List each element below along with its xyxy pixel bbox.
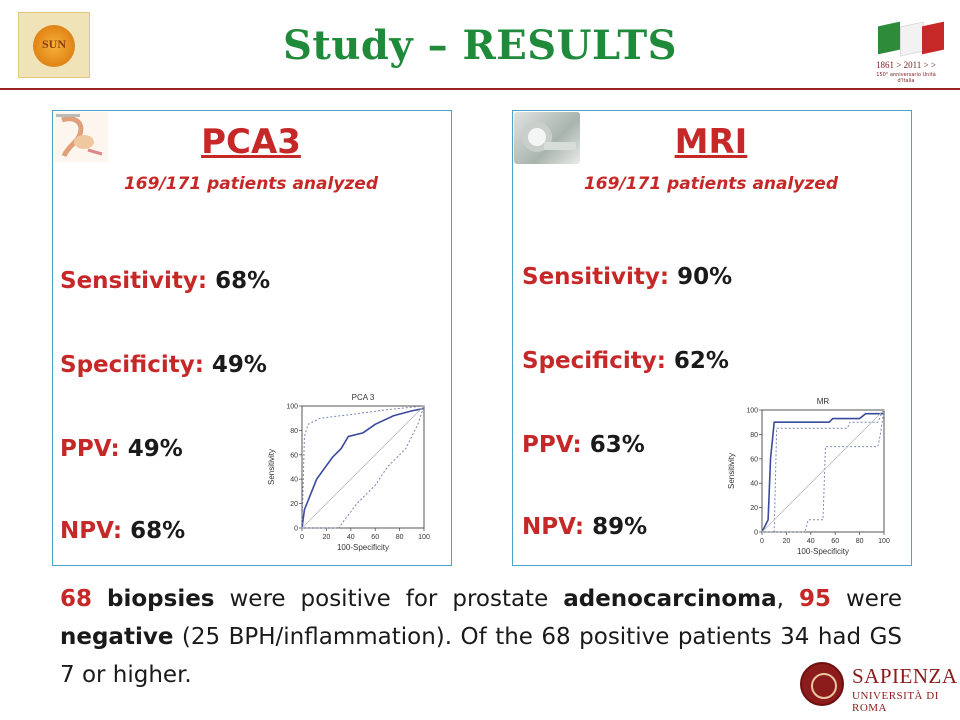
metric-value: 89% bbox=[592, 514, 648, 540]
metric-value: 68% bbox=[130, 518, 186, 544]
metric-label: Sensitivity: bbox=[522, 264, 670, 290]
y-axis-label: Sensitivity bbox=[267, 449, 276, 485]
chart-title: MR bbox=[817, 397, 830, 406]
x-tick-label: 0 bbox=[760, 538, 764, 545]
flag-white-icon bbox=[900, 21, 924, 57]
y-axis-label: Sensitivity bbox=[727, 453, 736, 489]
conclusion-text-2: , bbox=[776, 586, 799, 612]
flag-red-icon bbox=[922, 21, 944, 55]
mri-subtitle: 169/171 patients analyzed bbox=[583, 174, 839, 194]
pca3-roc-chart: PCA 3 100-Specificity Sensitivity 00 20 20 40 4… bbox=[262, 388, 436, 558]
conclusion-text-4: (25 BPH/inflammation). Of the 68 positiv… bbox=[60, 624, 902, 688]
metric-label: Specificity: bbox=[522, 348, 666, 374]
y-tick-label: 20 bbox=[750, 505, 758, 512]
y-tick-label: 20 bbox=[290, 501, 298, 508]
metric-label: Specificity: bbox=[60, 352, 204, 378]
metric-value: 68% bbox=[215, 268, 271, 294]
y-tick-label: 100 bbox=[746, 408, 758, 415]
x-tick-label: 20 bbox=[323, 534, 331, 541]
logo-anniversary: 150° anniversario Unità d'Italia bbox=[876, 72, 936, 84]
y-tick-label: 40 bbox=[750, 481, 758, 488]
metric-label: Sensitivity: bbox=[60, 268, 208, 294]
conclusion-paragraph: 68 biopsies were positive for prostate a… bbox=[60, 580, 902, 694]
biopsies-word: biopsies bbox=[107, 586, 215, 612]
metric-value: 90% bbox=[677, 264, 733, 290]
x-tick-label: 40 bbox=[347, 534, 355, 541]
x-tick-label: 100 bbox=[418, 534, 430, 541]
metric-value: 49% bbox=[127, 436, 183, 462]
sapienza-name: SAPIENZA bbox=[852, 664, 958, 688]
y-tick-label: 0 bbox=[754, 530, 758, 537]
y-tick-label: 0 bbox=[294, 526, 298, 533]
italy-150-logo: 1861 > 2011 > > 150° anniversario Unità … bbox=[868, 16, 944, 84]
roc-series-solid bbox=[761, 412, 884, 533]
pca3-npv: NPV: 68% bbox=[60, 518, 185, 544]
mri-scanner-thumbnail bbox=[514, 112, 580, 164]
pca3-specificity: Specificity: 49% bbox=[60, 352, 267, 378]
flag-green-icon bbox=[878, 21, 900, 55]
y-tick-label: 60 bbox=[750, 456, 758, 463]
roc-series-solid bbox=[301, 407, 425, 529]
roc-series-dotted-upper bbox=[762, 409, 885, 533]
mri-title: MRI bbox=[674, 122, 748, 162]
y-tick-label: 100 bbox=[286, 404, 298, 411]
x-tick-label: 100 bbox=[878, 538, 890, 545]
sun-logo-text: SUN bbox=[41, 37, 66, 51]
metric-label: NPV: bbox=[522, 514, 585, 540]
positive-count: 68 bbox=[60, 586, 93, 612]
metric-value: 49% bbox=[211, 352, 267, 378]
chart-title: PCA 3 bbox=[352, 393, 375, 402]
roc-series-diagonal bbox=[761, 409, 885, 533]
mri-sensitivity: Sensitivity: 90% bbox=[522, 264, 732, 290]
sapienza-subtitle: UNIVERSITÀ DI ROMA bbox=[852, 690, 939, 714]
mri-npv: NPV: 89% bbox=[522, 514, 647, 540]
metric-label: PPV: bbox=[522, 432, 582, 458]
sun-emblem-icon bbox=[33, 25, 75, 67]
x-tick-label: 60 bbox=[371, 534, 379, 541]
mri-ppv: PPV: 63% bbox=[522, 432, 645, 458]
slide-title: Study – RESULTS bbox=[282, 22, 678, 69]
x-tick-label: 40 bbox=[807, 538, 815, 545]
metric-label: PPV: bbox=[60, 436, 120, 462]
y-tick-label: 60 bbox=[290, 452, 298, 459]
roc-series-dotted-lower bbox=[762, 409, 885, 533]
x-tick-label: 80 bbox=[856, 538, 864, 545]
pca3-sensitivity: Sensitivity: 68% bbox=[60, 268, 270, 294]
y-tick-label: 80 bbox=[750, 432, 758, 439]
roc-series-dotted-upper bbox=[301, 405, 425, 529]
sapienza-seal-icon bbox=[800, 662, 844, 706]
metric-value: 63% bbox=[589, 432, 645, 458]
x-tick-label: 0 bbox=[300, 534, 304, 541]
metric-label: NPV: bbox=[60, 518, 123, 544]
logo-years: 1861 > 2011 > > bbox=[876, 60, 936, 70]
prostate-anatomy-thumbnail bbox=[54, 112, 108, 162]
mri-roc-chart: MR 100-Specificity Sensitivity 00 20 20 40 40 60… bbox=[722, 392, 896, 562]
conclusion-text-1: were positive for prostate bbox=[214, 586, 564, 612]
x-tick-label: 80 bbox=[396, 534, 404, 541]
x-tick-label: 60 bbox=[831, 538, 839, 545]
negative-count: 95 bbox=[798, 586, 831, 612]
x-axis-label: 100-Specificity bbox=[797, 547, 849, 556]
y-tick-label: 80 bbox=[290, 428, 298, 435]
sapienza-logo: SAPIENZA UNIVERSITÀ DI ROMA bbox=[800, 660, 957, 714]
pca3-ppv: PPV: 49% bbox=[60, 436, 183, 462]
metric-value: 62% bbox=[673, 348, 729, 374]
adenocarcinoma-word: adenocarcinoma bbox=[563, 586, 777, 612]
sun-society-logo: SUN bbox=[18, 12, 90, 78]
negative-word: negative bbox=[60, 624, 174, 650]
pca3-title: PCA3 bbox=[201, 122, 301, 162]
mri-specificity: Specificity: 62% bbox=[522, 348, 729, 374]
y-tick-label: 40 bbox=[290, 477, 298, 484]
pca3-subtitle: 169/171 patients analyzed bbox=[123, 174, 379, 194]
x-tick-label: 20 bbox=[783, 538, 791, 545]
header-divider bbox=[0, 88, 960, 90]
roc-series-dotted-lower bbox=[302, 405, 425, 529]
roc-series-diagonal bbox=[301, 405, 425, 529]
conclusion-text-3: were bbox=[830, 586, 903, 612]
x-axis-label: 100-Specificity bbox=[337, 543, 389, 552]
